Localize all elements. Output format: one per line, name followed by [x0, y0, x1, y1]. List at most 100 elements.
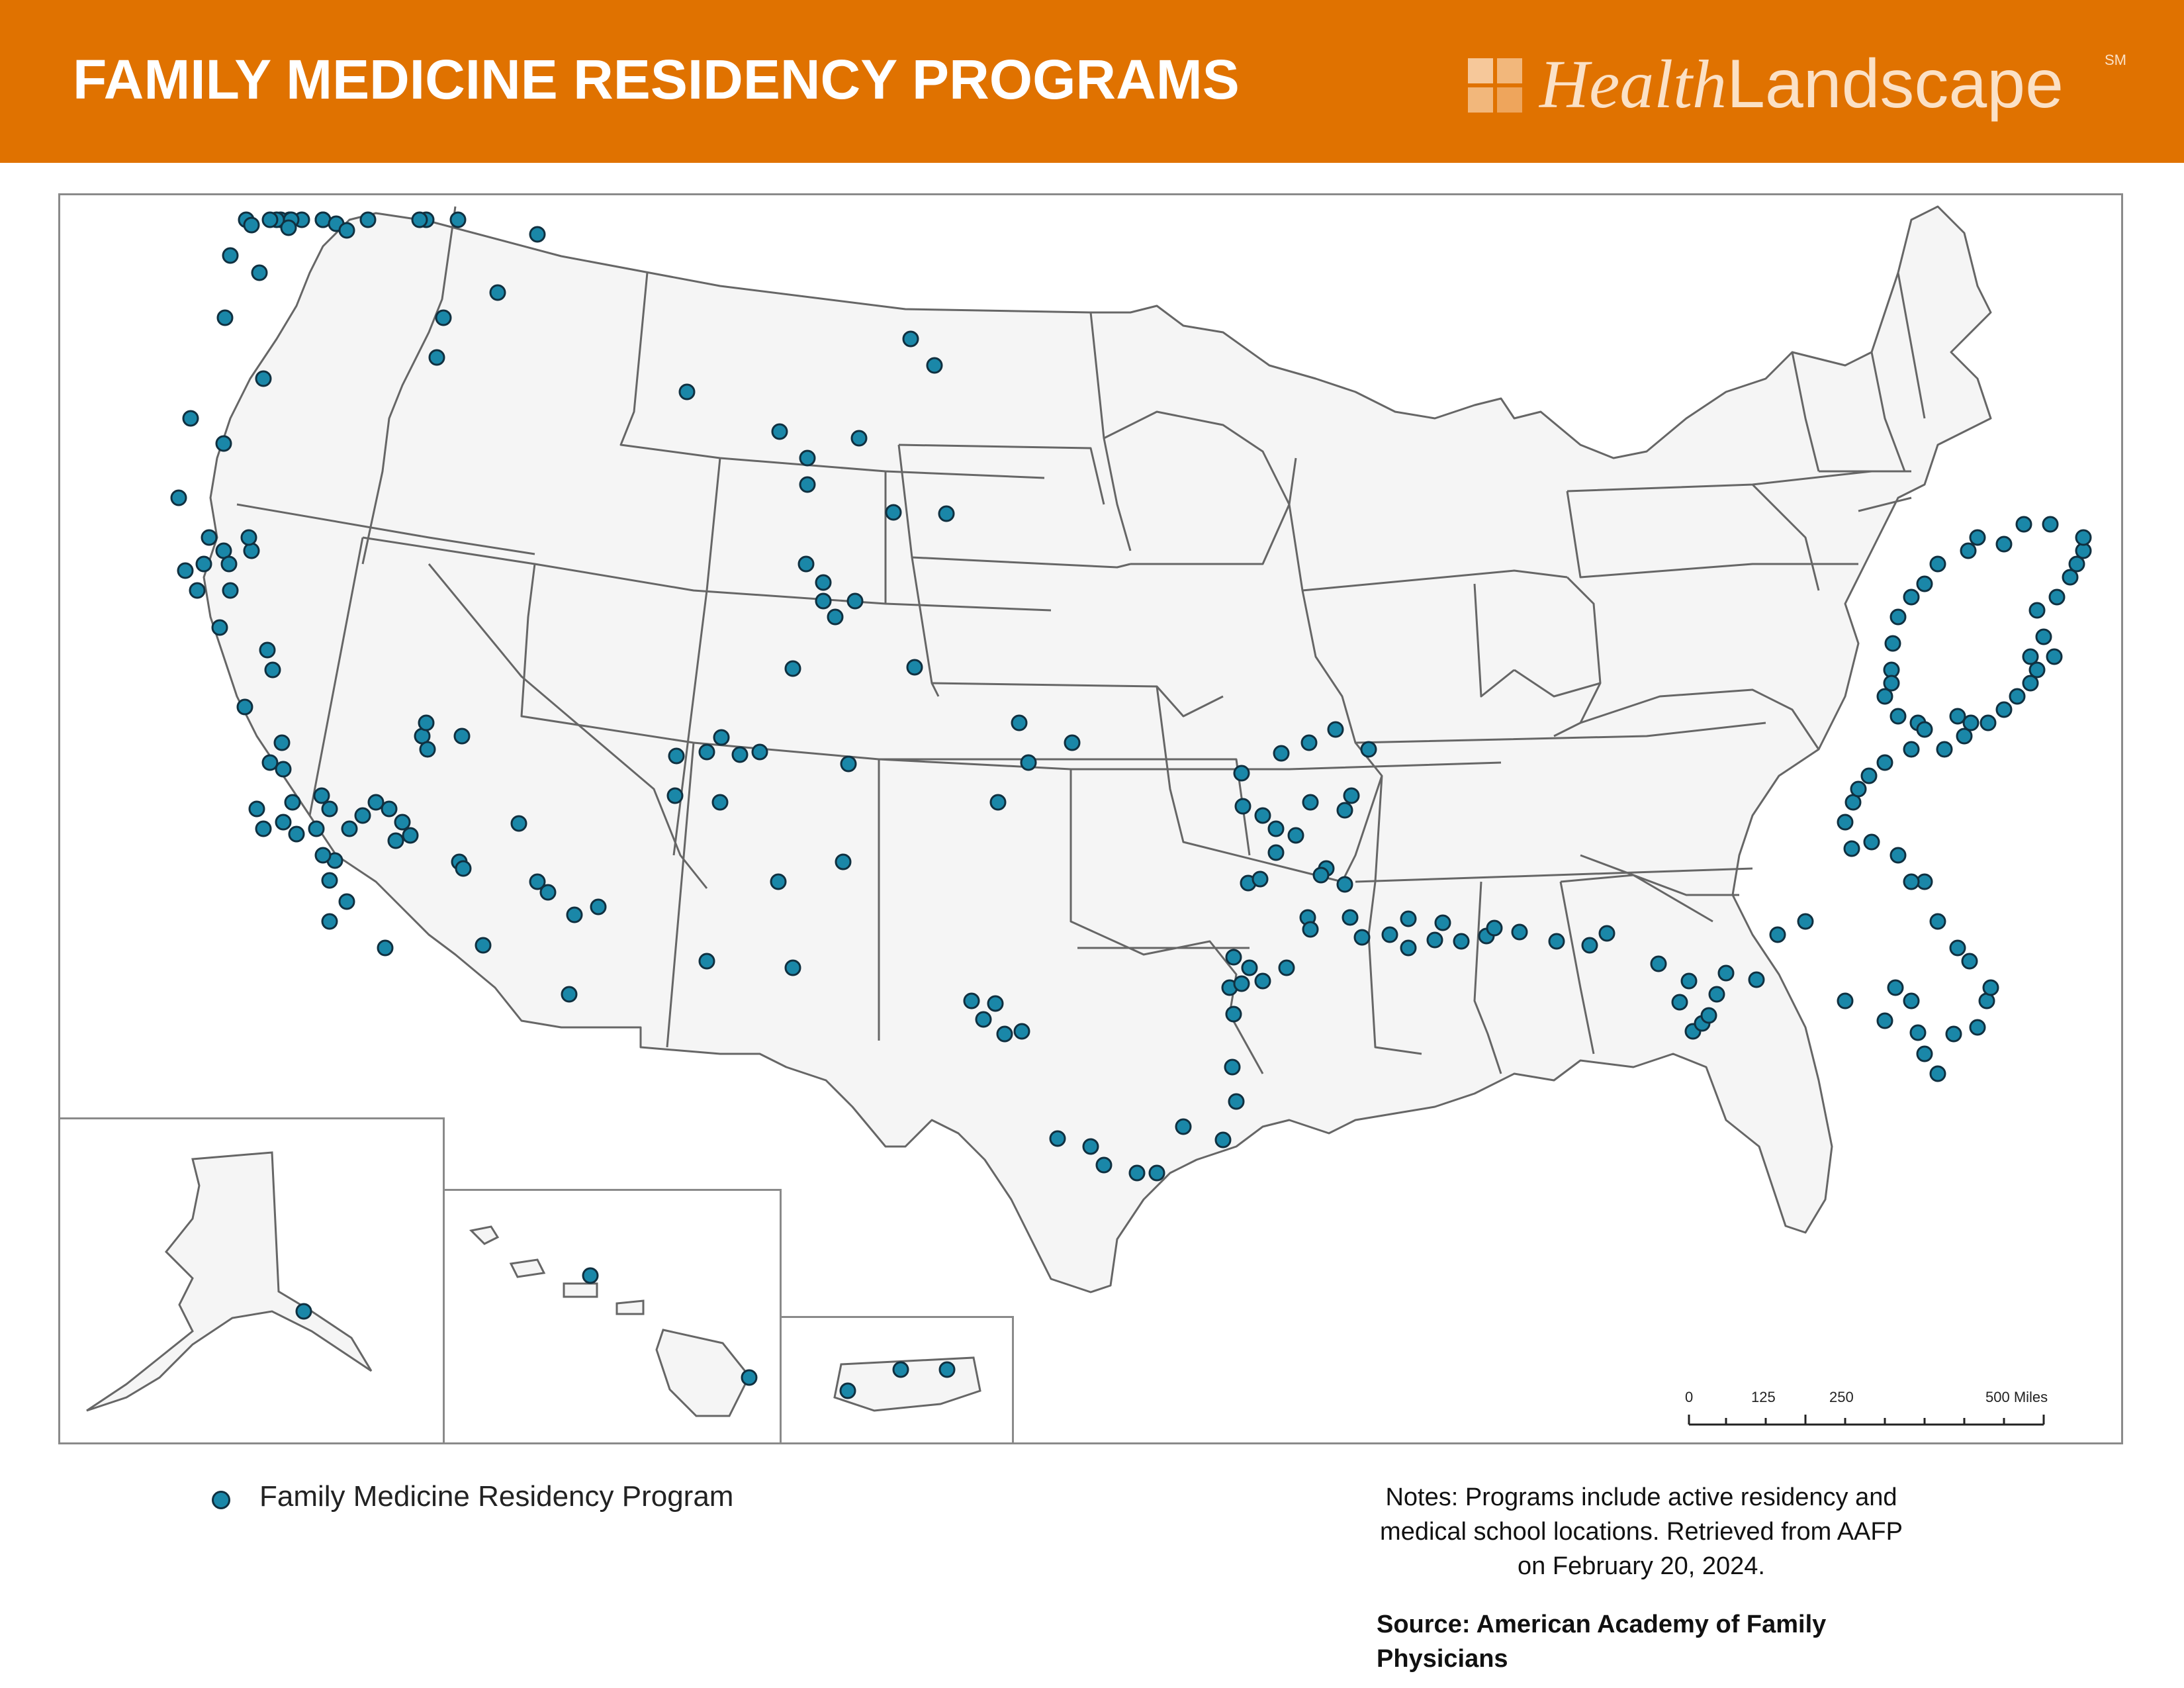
residency-program-marker [1969, 529, 1986, 546]
marker [839, 1382, 856, 1399]
residency-program-marker [770, 873, 787, 890]
residency-program-marker [255, 820, 272, 837]
residency-program-marker [1267, 820, 1285, 837]
residency-program-marker [1929, 1065, 1946, 1082]
residency-program-marker [1128, 1164, 1146, 1182]
residency-program-marker [784, 660, 801, 677]
residency-program-marker [321, 872, 338, 889]
residency-program-marker [840, 755, 857, 773]
residency-program-marker [1903, 992, 1920, 1009]
residency-program-marker [1995, 536, 2013, 553]
notes-line-1: Notes: Programs include active residency… [1385, 1483, 1897, 1511]
residency-program-marker [1837, 992, 1854, 1009]
residency-program-marker [1961, 953, 1978, 970]
residency-program-marker [1769, 926, 1786, 943]
residency-program-marker [751, 743, 768, 761]
residency-program-marker [2028, 661, 2046, 679]
alaska-inset [58, 1117, 445, 1444]
residency-program-marker [963, 992, 980, 1009]
residency-program-marker [1748, 971, 1765, 988]
residency-program-marker [1453, 933, 1470, 950]
residency-program-marker [1148, 1164, 1165, 1182]
residency-program-marker [1876, 1012, 1893, 1029]
logo-squares-icon [1468, 58, 1524, 114]
residency-program-marker [1426, 931, 1443, 949]
residency-program-marker [1434, 914, 1451, 931]
residency-program-marker [1225, 949, 1242, 966]
notes-line-2: medical school locations. Retrieved from… [1380, 1518, 1903, 1546]
residency-program-marker [1863, 833, 1880, 851]
residency-program-marker [678, 383, 696, 400]
residency-program-marker [236, 698, 253, 716]
residency-program-marker [435, 309, 452, 326]
residency-program-marker [195, 555, 212, 573]
residency-program-marker [1254, 807, 1271, 824]
residency-program-marker [182, 410, 199, 427]
scale-label-500: 500 Miles [1985, 1389, 2048, 1405]
residency-program-marker [1797, 913, 1814, 930]
residency-program-marker [1082, 1138, 1099, 1155]
residency-program-marker [1916, 575, 1933, 592]
marker [892, 1361, 909, 1378]
residency-program-marker [1486, 919, 1503, 937]
residency-program-marker [784, 959, 801, 976]
residency-program-marker [475, 937, 492, 954]
residency-program-marker [850, 430, 868, 447]
residency-program-marker [1884, 635, 1901, 652]
notes-line-3: on February 20, 2024. [1518, 1552, 1765, 1580]
hawaii-map [469, 1225, 758, 1417]
residency-program-marker [1241, 959, 1258, 976]
residency-program-marker [449, 211, 467, 228]
residency-program-marker [1175, 1118, 1192, 1135]
residency-program-marker [1717, 964, 1735, 982]
residency-program-marker [1889, 847, 1907, 864]
residency-program-marker [2028, 602, 2046, 619]
residency-program-marker [1400, 910, 1417, 927]
healthlandscape-logo: HealthLandscape SM [1468, 48, 2130, 121]
residency-program-marker [1049, 1130, 1066, 1147]
scale-label-125: 125 [1751, 1389, 1776, 1405]
residency-program-marker [799, 476, 816, 493]
residency-program-marker [827, 608, 844, 626]
us-map [170, 205, 2092, 1426]
residency-program-marker [1254, 972, 1271, 990]
residency-program-marker [264, 661, 281, 679]
residency-program-marker [711, 794, 729, 811]
residency-program-marker [1850, 780, 1867, 798]
residency-program-marker [177, 562, 194, 579]
residency-program-marker [1889, 608, 1907, 626]
residency-program-marker [1982, 979, 1999, 996]
header-banner: FAMILY MEDICINE RESIDENCY PROGRAMS Healt… [0, 0, 2184, 163]
residency-program-marker [926, 357, 943, 374]
residency-program-marker [797, 555, 815, 573]
residency-program-marker [215, 435, 232, 452]
residency-program-marker [835, 853, 852, 870]
residency-program-marker [338, 222, 355, 239]
residency-program-marker [731, 746, 749, 763]
residency-program-marker [2046, 648, 2063, 665]
residency-program-marker [280, 219, 297, 236]
residency-program-marker [2015, 516, 2032, 533]
residency-program-marker [243, 542, 260, 559]
residency-program-marker [1876, 754, 1893, 771]
residency-program-marker [815, 592, 832, 610]
residency-program-marker [321, 800, 338, 818]
map-source: Source: American Academy of Family Physi… [1377, 1607, 1893, 1676]
map-notes: Notes: Programs include active residency… [1350, 1480, 1933, 1583]
residency-program-marker [243, 216, 260, 234]
residency-program-marker [1020, 754, 1037, 771]
residency-program-marker [1381, 926, 1398, 943]
residency-program-marker [251, 264, 268, 281]
residency-program-marker [529, 226, 546, 243]
residency-program-marker [1327, 721, 1344, 738]
residency-program-marker [539, 884, 557, 901]
hawaii-inset [443, 1189, 782, 1444]
marker [582, 1267, 599, 1284]
residency-program-marker [1251, 870, 1269, 888]
residency-program-marker [1962, 714, 1979, 731]
residency-program-marker [2022, 648, 2039, 665]
alaska-map [86, 1151, 373, 1412]
residency-program-marker [275, 761, 292, 778]
residency-program-marker [1225, 1006, 1242, 1023]
residency-program-marker [1883, 675, 1900, 692]
